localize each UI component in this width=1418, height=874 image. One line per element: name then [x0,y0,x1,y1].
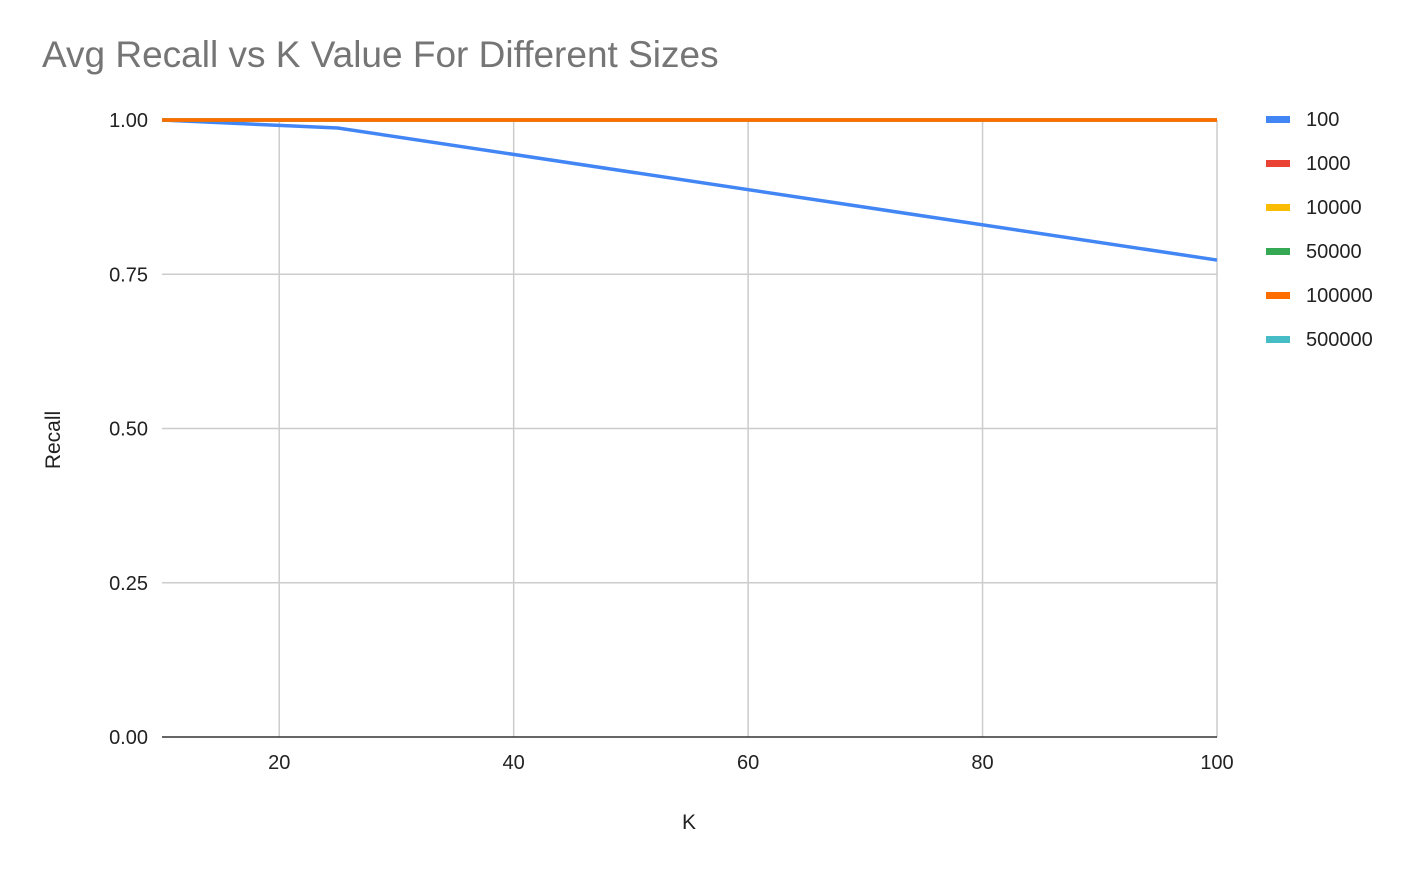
legend-swatch-50000 [1266,248,1290,255]
series-line-100 [161,118,1218,262]
legend-label-10000: 10000 [1306,197,1362,219]
y-tick-label: 0.50 [109,419,148,441]
series-lines [161,118,1218,262]
chart-title: Avg Recall vs K Value For Different Size… [42,34,719,75]
x-tick-label: 60 [737,752,759,774]
legend-label-1000: 1000 [1306,153,1351,175]
y-tick-label: 0.00 [109,727,148,749]
legend-swatch-100 [1266,116,1290,123]
x-tick-label: 100 [1200,752,1233,774]
legend-swatch-1000 [1266,160,1290,167]
legend-label-500000: 500000 [1306,329,1373,351]
x-tick-label: 80 [971,752,993,774]
y-tick-label: 0.25 [109,573,148,595]
legend-swatch-100000 [1266,292,1290,299]
axes: 0.00 0.25 0.50 0.75 1.00 20 40 60 80 100 [109,110,1234,774]
legend-label-100: 100 [1306,109,1339,131]
x-axis-title: K [682,811,696,834]
legend-label-100000: 100000 [1306,285,1373,307]
grid-lines [162,119,1218,737]
y-tick-label: 0.75 [109,264,148,286]
legend-label-50000: 50000 [1306,241,1362,263]
y-tick-label: 1.00 [109,110,148,132]
x-tick-label: 40 [503,752,525,774]
legend-swatch-10000 [1266,204,1290,211]
y-axis-title: Recall [42,411,65,469]
x-tick-label: 20 [268,752,290,774]
legend: 100 1000 10000 50000 100000 500000 [1266,109,1373,351]
legend-swatch-500000 [1266,336,1290,343]
